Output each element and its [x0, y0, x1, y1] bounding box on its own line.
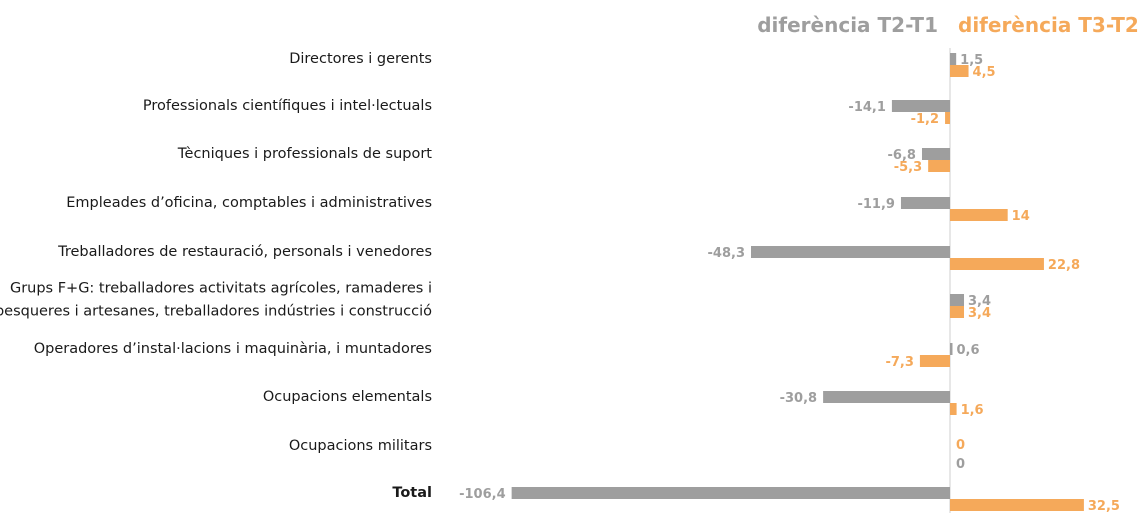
- category-label: Directores i gerents: [289, 51, 432, 67]
- category-label: Grups F+G: treballadores activitats agrí…: [10, 281, 432, 297]
- category-label: Total: [392, 485, 432, 501]
- bar-t3-t2: [950, 258, 1044, 270]
- category-label: Empleades d’oficina, comptables i admini…: [66, 195, 432, 211]
- value-label-t2-t1: 1,5: [960, 53, 983, 68]
- bar-t3-t2: [928, 160, 950, 172]
- value-label-t3-t2: -7,3: [885, 355, 913, 370]
- value-label-t3-t2: 3,4: [968, 306, 991, 321]
- value-label-t3-t2: -5,3: [894, 160, 922, 175]
- value-labels: 1,54,5 -14,1 -1,2 -6,8-5,3 -11,9 14 -48,3 22,8 3…: [459, 53, 1120, 513]
- value-label-t3-t2: 14: [1012, 209, 1030, 224]
- bar-t3-t2: [919, 355, 950, 367]
- legend-item-t3-t2: diferència T3-T2: [958, 13, 1139, 37]
- bar-t3-t2: [945, 112, 950, 124]
- bar-t2-t1: [950, 343, 953, 355]
- bar-t3-t2: [950, 403, 957, 415]
- bar-t2-t1: [751, 246, 950, 258]
- bar-t3-t2: [950, 65, 969, 77]
- bar-t3-t2: [950, 499, 1084, 511]
- value-label-t2-t1: 3,4: [968, 294, 991, 309]
- value-label-t2-t1: -106,4: [459, 487, 506, 502]
- value-label-t2-t1: 0: [956, 457, 965, 472]
- value-label-t2-t1: -11,9: [857, 197, 894, 212]
- legend-item-t2-t1: diferència T2-T1: [757, 13, 938, 37]
- value-label-t3-t2: 0: [956, 438, 965, 453]
- bar-t2-t1: [891, 100, 950, 112]
- value-label-t3-t2: 1,6: [961, 403, 984, 418]
- value-label-t2-t1: 0,6: [956, 343, 979, 358]
- bar-t2-t1: [950, 294, 965, 306]
- value-label-t2-t1: -30,8: [780, 391, 817, 406]
- bar-t2-t1: [921, 148, 950, 160]
- bar-t3-t2: [950, 306, 965, 318]
- value-label-t3-t2: 32,5: [1088, 499, 1120, 513]
- legend: diferència T2-T1 diferència T3-T2: [757, 13, 1139, 37]
- bar-t2-t1: [950, 53, 957, 65]
- bar-t2-t1: [511, 487, 950, 499]
- bars: [511, 53, 1084, 511]
- bar-t2-t1: [823, 391, 950, 403]
- category-label: Operadores d’instal·lacions i maquinària…: [34, 341, 432, 357]
- bar-t2-t1: [900, 197, 950, 209]
- category-label: Professionals científiques i intel·lectu…: [143, 98, 432, 114]
- category-label: pesqueres i artesanes, treballadores ind…: [0, 304, 432, 320]
- category-label: Treballadores de restauració, personals …: [57, 244, 432, 260]
- bar-t3-t2: [950, 209, 1008, 221]
- value-label-t2-t1: -48,3: [708, 246, 745, 261]
- category-label: Ocupacions elementals: [263, 389, 432, 405]
- value-label-t3-t2: -1,2: [911, 112, 939, 127]
- category-labels: Directores i gerents Professionals cientí…: [0, 51, 432, 501]
- value-label-t3-t2: 22,8: [1048, 258, 1080, 273]
- category-label: Ocupacions militars: [289, 438, 432, 454]
- value-label-t2-t1: -6,8: [888, 148, 916, 163]
- value-label-t2-t1: -14,1: [848, 100, 885, 115]
- value-label-t3-t2: 4,5: [973, 65, 996, 80]
- category-label: Tècniques i professionals de suport: [177, 146, 433, 162]
